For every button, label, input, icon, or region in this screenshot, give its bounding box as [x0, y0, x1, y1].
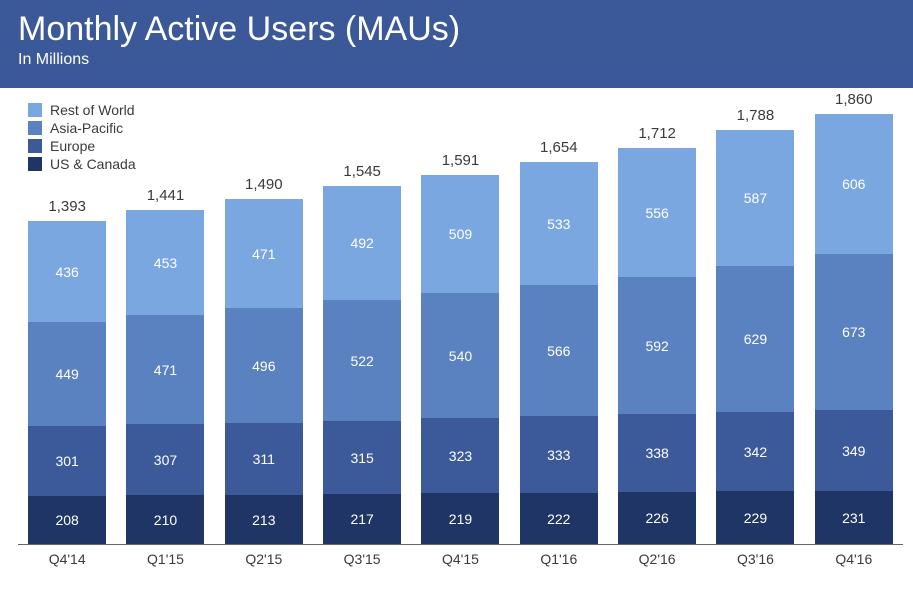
bar-column: 1,860 606673349231 — [815, 91, 893, 544]
x-axis: Q4'14 Q1'15 Q2'15 Q3'15 Q4'15 Q1'16 Q2'16 Q3'16… — [0, 545, 913, 567]
bar-segment: 496 — [225, 308, 303, 423]
bar-segment: 307 — [126, 424, 204, 495]
bar-total-label: 1,712 — [638, 125, 676, 142]
bar-segment: 509 — [421, 175, 499, 293]
bar-total-label: 1,490 — [245, 176, 283, 193]
bar-column: 1,441 453471307210 — [126, 187, 204, 544]
bar-column: 1,490 471496311213 — [225, 176, 303, 544]
x-tick-label: Q2'15 — [225, 551, 303, 567]
bar-stack: 587629342229 — [716, 130, 794, 544]
header-band: Monthly Active Users (MAUs) In Millions — [0, 0, 913, 88]
bar-segment: 540 — [421, 293, 499, 418]
bar-total-label: 1,591 — [442, 152, 480, 169]
bar-segment: 311 — [225, 423, 303, 495]
bar-column: 1,712 556592338226 — [618, 125, 696, 544]
bar-segment: 453 — [126, 210, 204, 315]
bar-segment: 673 — [815, 254, 893, 410]
bar-column: 1,654 533566333222 — [520, 139, 598, 544]
x-tick-label: Q3'16 — [716, 551, 794, 567]
bar-segment: 219 — [421, 493, 499, 544]
bars-zone: 1,3934364493012081,4414534713072101,4904… — [18, 104, 903, 545]
bar-total-label: 1,860 — [835, 91, 873, 108]
bar-column: 1,591 509540323219 — [421, 152, 499, 544]
bar-total-label: 1,441 — [147, 187, 185, 204]
page-title: Monthly Active Users (MAUs) — [18, 10, 895, 49]
x-tick-label: Q2'16 — [618, 551, 696, 567]
x-tick-label: Q4'16 — [815, 551, 893, 567]
bar-segment: 333 — [520, 416, 598, 493]
bar-total-label: 1,393 — [48, 198, 86, 215]
bar-segment: 471 — [225, 199, 303, 308]
bar-segment: 342 — [716, 412, 794, 491]
bar-total-label: 1,545 — [343, 163, 381, 180]
bar-segment: 222 — [520, 493, 598, 544]
bar-stack: 436449301208 — [28, 221, 106, 544]
bar-segment: 301 — [28, 426, 106, 496]
bar-stack: 471496311213 — [225, 199, 303, 544]
x-tick-label: Q1'15 — [126, 551, 204, 567]
x-tick-label: Q4'14 — [28, 551, 106, 567]
bar-segment: 229 — [716, 491, 794, 544]
bar-total-label: 1,654 — [540, 139, 578, 156]
bar-stack: 556592338226 — [618, 148, 696, 544]
bar-stack: 492522315217 — [323, 186, 401, 544]
bar-segment: 587 — [716, 130, 794, 266]
bar-segment: 436 — [28, 221, 106, 322]
bar-segment: 556 — [618, 148, 696, 277]
bar-segment: 213 — [225, 495, 303, 544]
bar-segment: 449 — [28, 322, 106, 426]
bar-stack: 453471307210 — [126, 210, 204, 544]
bar-segment: 217 — [323, 494, 401, 544]
bar-segment: 323 — [421, 418, 499, 493]
x-tick-label: Q4'15 — [421, 551, 499, 567]
bar-total-label: 1,788 — [737, 107, 775, 124]
bar-segment: 606 — [815, 114, 893, 254]
bar-column: 1,393 436449301208 — [28, 198, 106, 544]
x-tick-label: Q1'16 — [520, 551, 598, 567]
page-subtitle: In Millions — [18, 51, 895, 69]
bar-stack: 509540323219 — [421, 175, 499, 544]
bar-segment: 533 — [520, 162, 598, 285]
bar-segment: 315 — [323, 421, 401, 494]
bar-column: 1,788 587629342229 — [716, 107, 794, 544]
bar-segment: 592 — [618, 277, 696, 414]
bar-segment: 629 — [716, 266, 794, 412]
bar-stack: 533566333222 — [520, 162, 598, 544]
bar-segment: 471 — [126, 315, 204, 424]
bar-segment: 349 — [815, 410, 893, 491]
bar-stack: 606673349231 — [815, 114, 893, 544]
bar-segment: 208 — [28, 496, 106, 544]
bar-segment: 231 — [815, 491, 893, 544]
bar-column: 1,545 492522315217 — [323, 163, 401, 544]
bar-segment: 226 — [618, 492, 696, 544]
chart-area: Rest of WorldAsia-PacificEuropeUS & Cana… — [0, 88, 913, 545]
bar-segment: 566 — [520, 285, 598, 416]
bar-segment: 522 — [323, 300, 401, 421]
x-tick-label: Q3'15 — [323, 551, 401, 567]
bar-segment: 338 — [618, 414, 696, 492]
bar-segment: 492 — [323, 186, 401, 300]
bar-segment: 210 — [126, 495, 204, 544]
